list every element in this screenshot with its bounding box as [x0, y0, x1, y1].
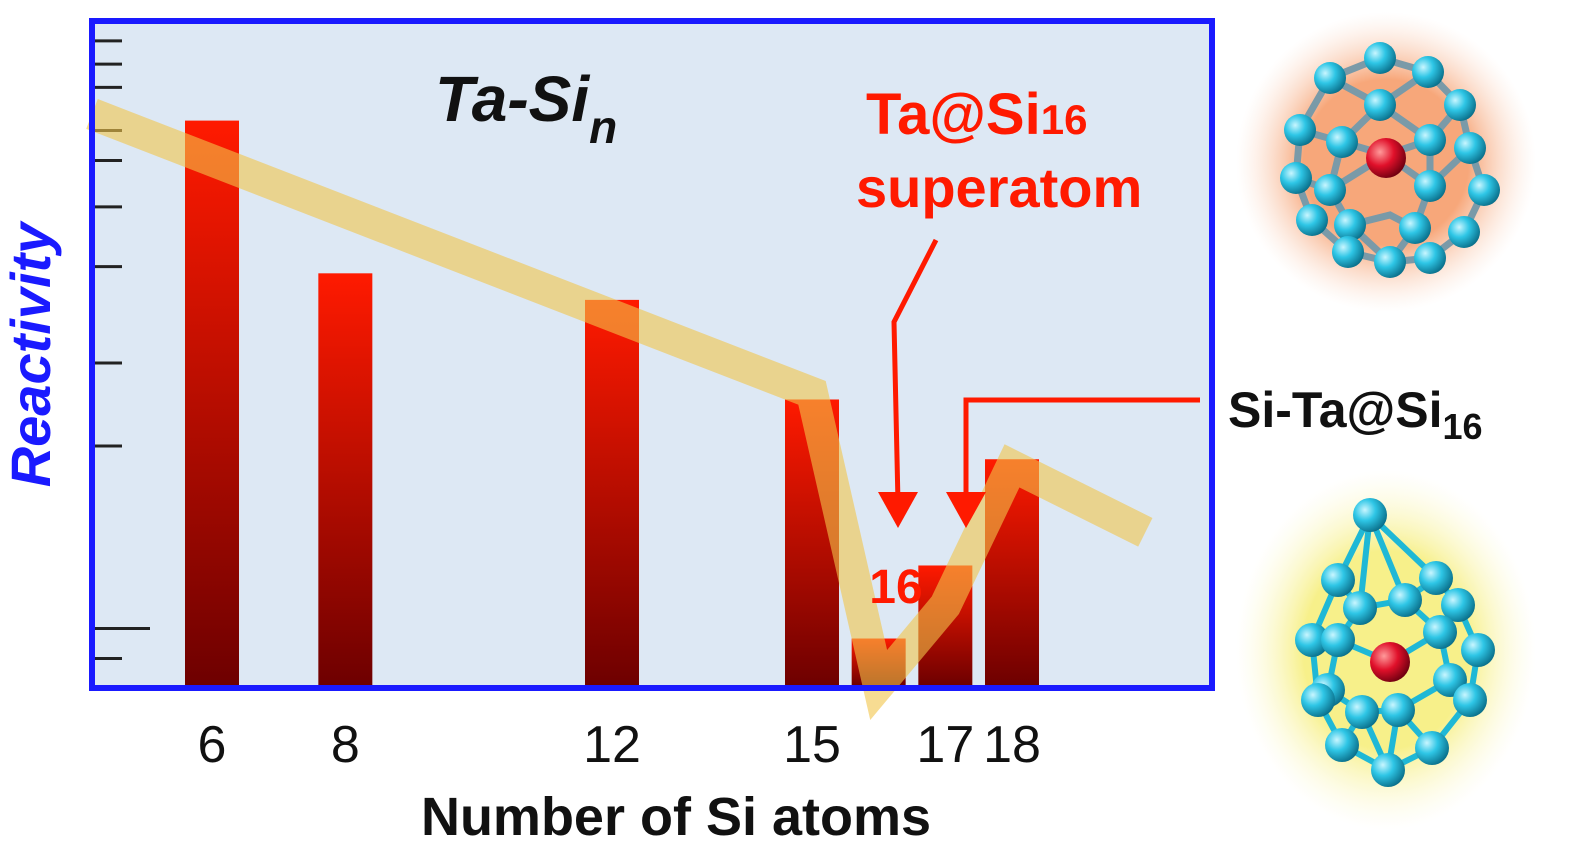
- chart-title: Ta-Sin: [435, 63, 617, 153]
- si-atom: [1414, 170, 1446, 202]
- x-tick-label-12: 12: [583, 716, 641, 774]
- si-atom: [1296, 204, 1328, 236]
- bar-12: [585, 299, 639, 685]
- x-tick-label-18: 18: [983, 716, 1041, 774]
- si-atom: [1345, 695, 1379, 729]
- plot-frame: [89, 18, 1215, 691]
- si-atom: [1374, 246, 1406, 278]
- x-tick-label-15: 15: [783, 716, 841, 774]
- si-atom: [1364, 42, 1396, 74]
- si-atom: [1423, 615, 1457, 649]
- si-atom: [1295, 623, 1329, 657]
- si-atom: [1453, 683, 1487, 717]
- trend-line: [86, 99, 1153, 721]
- si-atom: [1388, 583, 1422, 617]
- x-tick-label-8: 8: [331, 716, 360, 774]
- side-label-arrow: [963, 397, 1200, 503]
- si-atom: [1280, 162, 1312, 194]
- si-atom: [1321, 623, 1355, 657]
- si-atom: [1448, 216, 1480, 248]
- si-atom: [1441, 588, 1475, 622]
- si-atom: [1334, 209, 1366, 241]
- superatom-annotation-line1: Ta@Si16: [866, 82, 1087, 147]
- si-atom: [1364, 89, 1396, 121]
- bar-6: [185, 120, 239, 686]
- si-atom: [1444, 89, 1476, 121]
- x-tick-label-17: 17: [916, 716, 974, 774]
- chart-title-subscript: n: [589, 101, 617, 153]
- si-atom: [1325, 728, 1359, 762]
- x-tick-label-6: 6: [198, 716, 227, 774]
- si-atom: [1454, 132, 1486, 164]
- si-atom: [1412, 56, 1444, 88]
- x-axis-tick-labels: 6 8 12 15 17 18: [198, 716, 1041, 774]
- ta-si16-cage-icon: [1236, 12, 1536, 312]
- si-atom: [1414, 124, 1446, 156]
- si-atom: [1321, 563, 1355, 597]
- superatom-annotation-line2: superatom: [856, 156, 1142, 219]
- bar-16-label: 16: [869, 561, 922, 614]
- si-atom: [1399, 212, 1431, 244]
- si-atom: [1314, 62, 1346, 94]
- si-atom: [1415, 731, 1449, 765]
- si-atom: [1371, 753, 1405, 787]
- si-atom: [1353, 498, 1387, 532]
- side-label: Si-Ta@Si16: [1228, 382, 1483, 447]
- si-atom: [1301, 683, 1335, 717]
- si-atom: [1419, 561, 1453, 595]
- si-atom: [1332, 236, 1364, 268]
- si-atom: [1343, 591, 1377, 625]
- si-atom: [1284, 114, 1316, 146]
- side-label-arrow-head: [946, 492, 986, 528]
- si-ta-si16-cage-icon: [1236, 470, 1536, 830]
- si-atom: [1381, 693, 1415, 727]
- superatom-arrow-head: [878, 492, 918, 528]
- si-atom: [1468, 174, 1500, 206]
- si-atom: [1461, 633, 1495, 667]
- x-axis-label: Number of Si atoms: [421, 787, 931, 847]
- si-atom: [1314, 174, 1346, 206]
- si-atom: [1326, 126, 1358, 158]
- si-atom: [1414, 242, 1446, 274]
- y-axis-label: Reactivity: [0, 220, 62, 487]
- superatom-arrow: [891, 238, 939, 504]
- bar-8: [318, 273, 373, 685]
